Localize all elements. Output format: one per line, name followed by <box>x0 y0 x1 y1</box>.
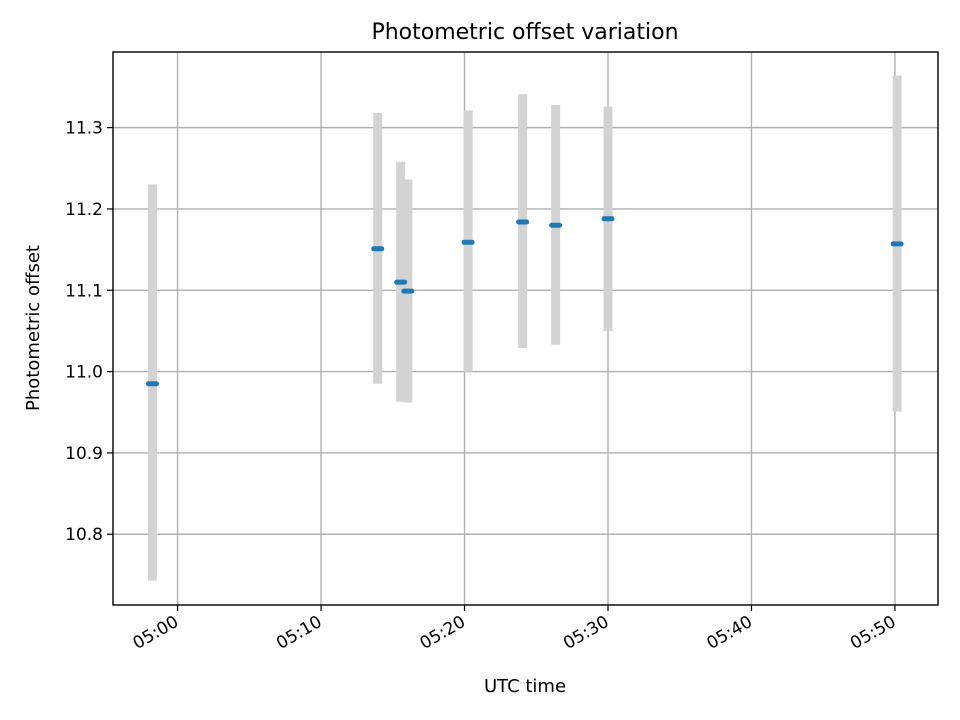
plot-frame <box>112 51 939 606</box>
y-tick-label: 11.0 <box>65 363 103 383</box>
y-axis: 10.8 10.9 11.0 11.1 11.2 11.3 <box>65 119 113 545</box>
x-axis-label: UTC time <box>484 676 566 697</box>
y-tick-label: 11.3 <box>65 119 103 139</box>
chart-title: Photometric offset variation <box>371 20 678 45</box>
y-tick-label: 11.1 <box>65 281 103 301</box>
y-tick-label: 10.8 <box>65 525 103 545</box>
y-axis-label: Photometric offset <box>23 245 44 411</box>
y-tick-label: 10.9 <box>65 444 103 464</box>
data-points <box>145 216 904 387</box>
y-tick-label: 11.2 <box>65 200 103 220</box>
